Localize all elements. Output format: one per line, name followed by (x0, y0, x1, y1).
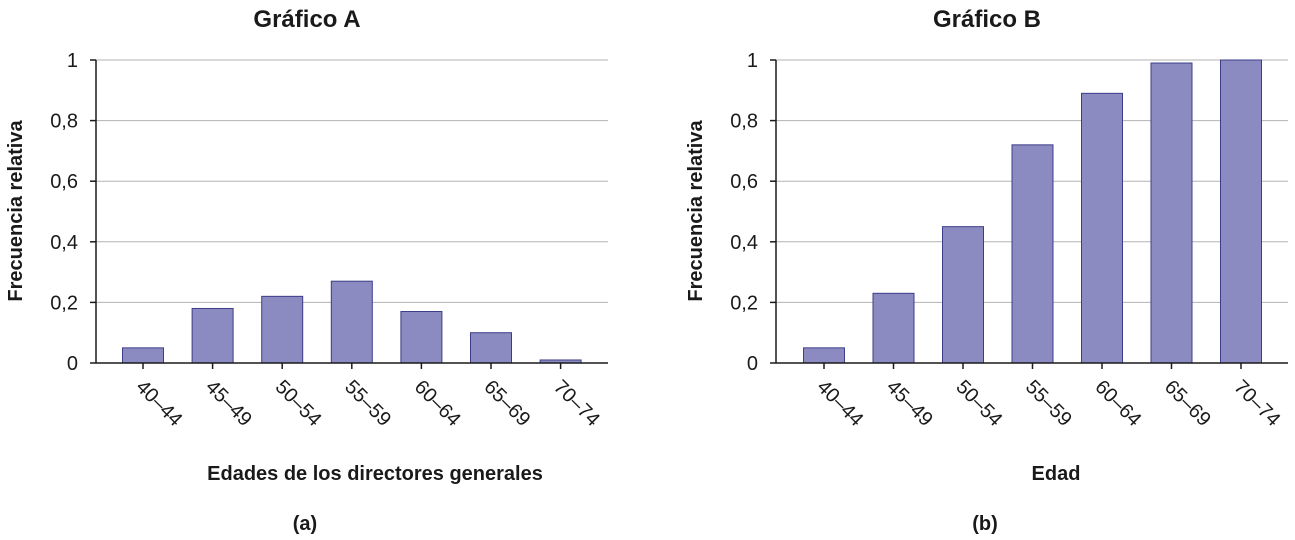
chart-b-bar-55–59 (1011, 144, 1054, 364)
chart-a-ytick-label: 0,8 (50, 111, 78, 133)
chart-a-bar-55–59 (330, 280, 373, 364)
chart-b-xtick-label: 40–44 (812, 376, 867, 431)
chart-b-xtick-label: 55–59 (1021, 376, 1076, 431)
chart-b-ytick-label: 1 (747, 50, 758, 72)
chart-b: Gráfico B Frecuencia relativa Edad (b) 0… (685, 6, 1288, 535)
chart-a-bar-50–54 (261, 295, 304, 364)
chart-b-ytick-label: 0,4 (730, 232, 758, 254)
chart-b-bar-45–49 (872, 292, 915, 364)
chart-b-xtick-label: 60–64 (1090, 376, 1145, 431)
chart-b-bar-50–54 (942, 226, 984, 364)
chart-b-bar-40–44 (803, 347, 845, 364)
chart-b-title: Gráfico B (933, 6, 1041, 33)
chart-a-xlabel: Edades de los directores generales (207, 463, 543, 485)
chart-a-ytick-label: 1 (67, 50, 78, 72)
chart-a-xtick-label: 55–59 (340, 376, 395, 431)
chart-a-bar-40–44 (122, 347, 164, 364)
chart-a-xtick-label: 45–49 (201, 376, 256, 431)
chart-a-xtick-label: 65–69 (479, 376, 534, 431)
chart-b-ytick-label: 0,2 (730, 292, 758, 314)
chart-b-xtick-label: 45–49 (882, 376, 937, 431)
chart-a-bar-45–49 (191, 307, 234, 364)
chart-a-ytick-label: 0 (67, 353, 78, 375)
chart-b-caption: (b) (972, 513, 998, 535)
chart-b-xtick-label: 65–69 (1160, 376, 1215, 431)
chart-a-caption: (a) (293, 513, 317, 535)
chart-b-xtick-label: 50–54 (951, 376, 1006, 431)
chart-b-plot: 0 0,2 0,4 0,6 0,8 1 40–44 45–49 50–54 55–59 60–64 6… (730, 50, 1288, 431)
chart-b-ylabel: Frecuencia relativa (685, 120, 707, 302)
chart-a-plot: 0 0,2 0,4 0,6 0,8 1 40–44 45–49 50–54 55–59 60–64 6… (50, 50, 608, 431)
chart-b-ytick-label: 0,6 (730, 171, 758, 193)
chart-a-ytick-label: 0,2 (50, 292, 78, 314)
chart-a-xtick-label: 40–44 (131, 376, 186, 431)
chart-a-xtick-label: 70–74 (549, 376, 604, 431)
chart-a-title: Gráfico A (253, 6, 360, 33)
chart-b-ytick-label: 0,8 (730, 111, 758, 133)
chart-a-bar-60–64 (400, 310, 443, 364)
chart-b-ytick-label: 0 (747, 353, 758, 375)
chart-b-xlabel: Edad (1032, 463, 1081, 485)
chart-a-ytick-label: 0,6 (50, 171, 78, 193)
chart-a: Gráfico A Frecuencia relativa Edades de … (5, 6, 608, 535)
chart-a-xtick-label: 50–54 (271, 376, 326, 431)
chart-b-bar-65–69 (1150, 62, 1193, 364)
chart-a-ytick-label: 0,4 (50, 232, 78, 254)
chart-a-bar-65–69 (470, 332, 512, 364)
chart-a-xtick-label: 60–64 (410, 376, 465, 431)
chart-b-bar-60–64 (1081, 92, 1123, 364)
chart-b-xtick-label: 70–74 (1229, 376, 1284, 431)
chart-b-bar-70–74 (1220, 59, 1262, 364)
chart-a-ylabel: Frecuencia relativa (5, 120, 27, 302)
